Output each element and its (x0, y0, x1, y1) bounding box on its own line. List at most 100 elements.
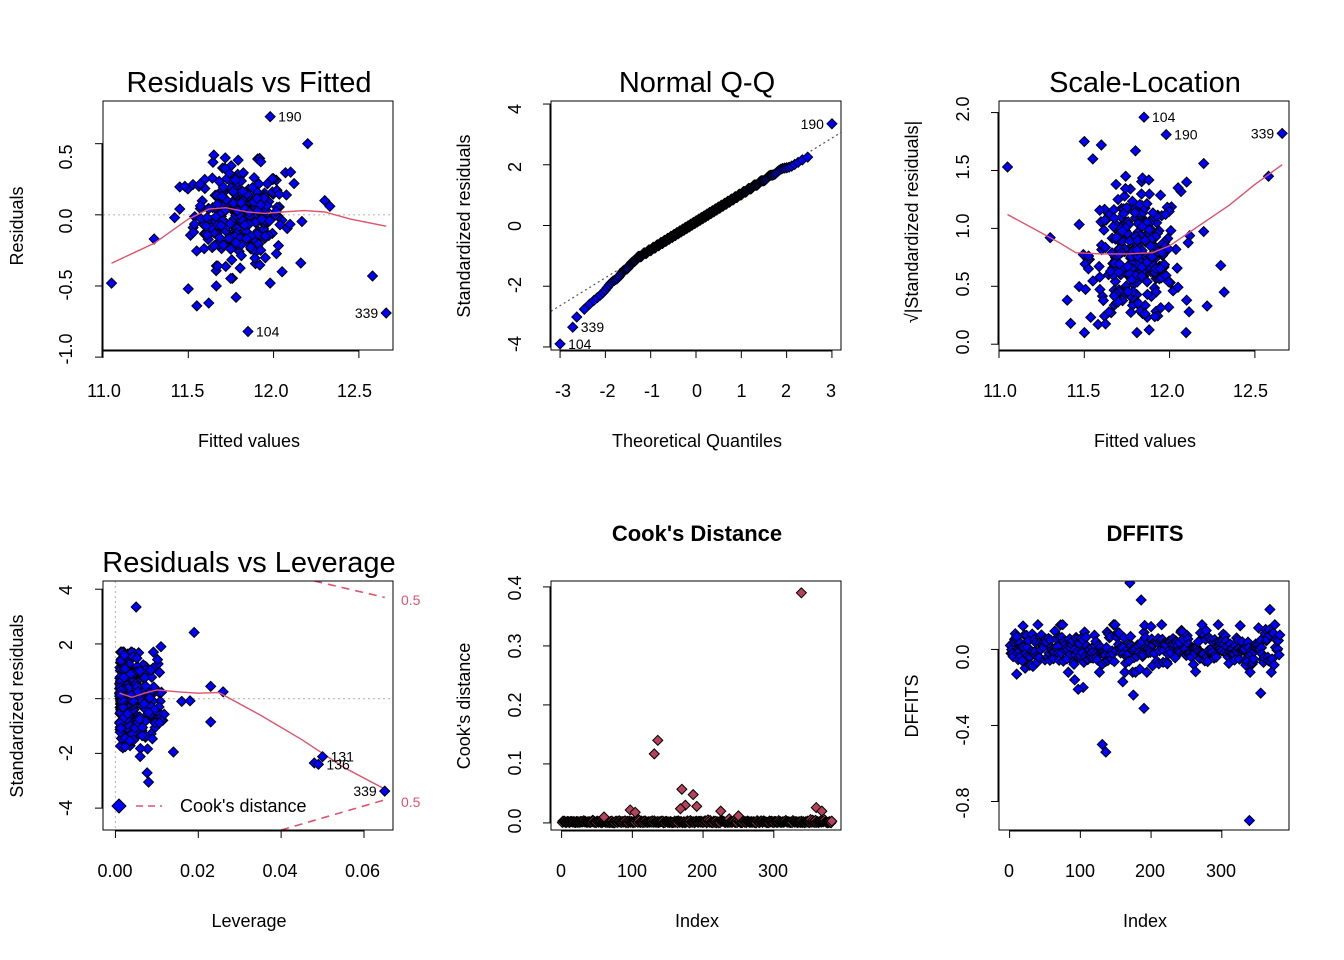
data-point (1212, 619, 1224, 631)
data-point (235, 197, 247, 209)
x-tick-labels: 0 100 200 300 (556, 861, 788, 881)
data-point (208, 239, 221, 252)
cooks-distance-contour (314, 581, 385, 599)
x-tick-label: 0.04 (262, 861, 297, 881)
data-point (147, 646, 160, 658)
data-point (117, 701, 129, 714)
plot-area (991, 580, 1290, 838)
x-tick-labels: 11.0 11.5 12.0 12.5 (87, 381, 372, 401)
data-point (1198, 157, 1210, 170)
data-point (1180, 326, 1192, 339)
data-point (674, 803, 687, 815)
point-label: 339 (355, 305, 379, 321)
data-point (240, 232, 253, 245)
data-point (194, 200, 207, 212)
data-point (263, 214, 276, 227)
y-tick-label: 0.4 (505, 575, 525, 600)
point-label: 190 (1174, 127, 1198, 143)
data-point (1099, 214, 1111, 226)
data-point (1210, 651, 1222, 663)
data-point (220, 260, 232, 273)
panel-cooks-distance: Cook's Distance Index Cook's distance 0 … (454, 521, 842, 931)
data-point (676, 783, 688, 795)
data-point (274, 219, 286, 231)
y-tick-label: -0.4 (953, 714, 973, 745)
data-point (679, 799, 692, 811)
data-point (266, 172, 279, 185)
data-point (134, 750, 146, 763)
point-label: 104 (256, 324, 280, 340)
data-point (134, 665, 146, 677)
smooth-line (119, 689, 386, 790)
data-point (144, 692, 156, 704)
y-axis-label: DFFITS (902, 675, 922, 738)
data-point (1116, 225, 1129, 237)
y-axis-label: Residuals (7, 186, 27, 265)
data-point (1094, 283, 1106, 296)
data-point (217, 239, 230, 251)
x-tick-label: 0 (1004, 861, 1014, 881)
data-point (217, 686, 229, 698)
data-point (1129, 145, 1142, 157)
data-point (1104, 265, 1117, 277)
data-point (1139, 619, 1151, 632)
data-point (1244, 666, 1256, 678)
data-point (270, 205, 282, 218)
data-point (1201, 300, 1213, 312)
point-label: 131 (331, 749, 355, 765)
data-point (1171, 262, 1183, 274)
data-point (1096, 738, 1108, 751)
cooks-distance-contour (280, 799, 385, 830)
x-tick-label: 100 (1065, 861, 1095, 881)
data-point (687, 788, 699, 801)
cooks-contour-label-upper: 0.5 (401, 592, 421, 608)
labeled-point (380, 307, 392, 319)
plot-area: 104 190 339 (991, 100, 1290, 358)
x-tick-label: -1 (644, 381, 660, 401)
data-point (130, 601, 142, 613)
plot-area (543, 580, 842, 838)
data-point (270, 247, 283, 260)
data-point (203, 297, 215, 309)
panel-title: Residuals vs Fitted (127, 67, 372, 99)
data-point (1062, 666, 1075, 678)
y-tick-label: -2 (56, 745, 76, 761)
data-point (1127, 689, 1140, 701)
labeled-point (567, 321, 579, 333)
x-tick-label: -2 (599, 381, 615, 401)
data-point (1056, 619, 1069, 631)
data-point (1145, 620, 1157, 633)
x-tick-label: 1 (736, 381, 746, 401)
y-tick-label: 0.1 (505, 750, 525, 775)
y-tick-label: 0.5 (953, 271, 973, 296)
y-tick-labels: -4 -2 0 2 4 (505, 104, 525, 352)
data-point (1064, 317, 1077, 330)
data-point (212, 260, 224, 272)
panel-normal-qq: Normal Q-Q Theoretical Quantiles Standar… (454, 67, 842, 451)
y-tick-labels: 0.0 0.1 0.2 0.3 0.4 (505, 575, 525, 833)
y-tick-label: 1.0 (953, 213, 973, 238)
y-tick-label: 2 (505, 162, 525, 172)
point-label: 190 (278, 109, 302, 125)
y-tick-label: 0 (56, 694, 76, 704)
x-tick-label: -3 (555, 381, 571, 401)
data-point (223, 232, 235, 245)
data-point (1139, 234, 1151, 246)
labeled-point (554, 338, 566, 350)
y-axis-label: √|Standardized residuals| (902, 121, 922, 323)
data-point (324, 200, 336, 212)
data-point (205, 680, 217, 693)
y-tick-label: 0.0 (953, 644, 973, 669)
data-point (226, 254, 238, 266)
x-axis-label: Theoretical Quantiles (612, 431, 782, 451)
y-tick-labels: -1.0 -0.5 0.0 0.5 (56, 144, 76, 364)
data-point (1269, 619, 1281, 631)
data-point (146, 733, 159, 745)
y-axis (95, 143, 103, 358)
data-point (598, 811, 610, 823)
data-point (235, 249, 248, 262)
plot-frame (998, 580, 1290, 831)
data-point (1163, 301, 1175, 313)
y-tick-label: 4 (505, 104, 525, 114)
